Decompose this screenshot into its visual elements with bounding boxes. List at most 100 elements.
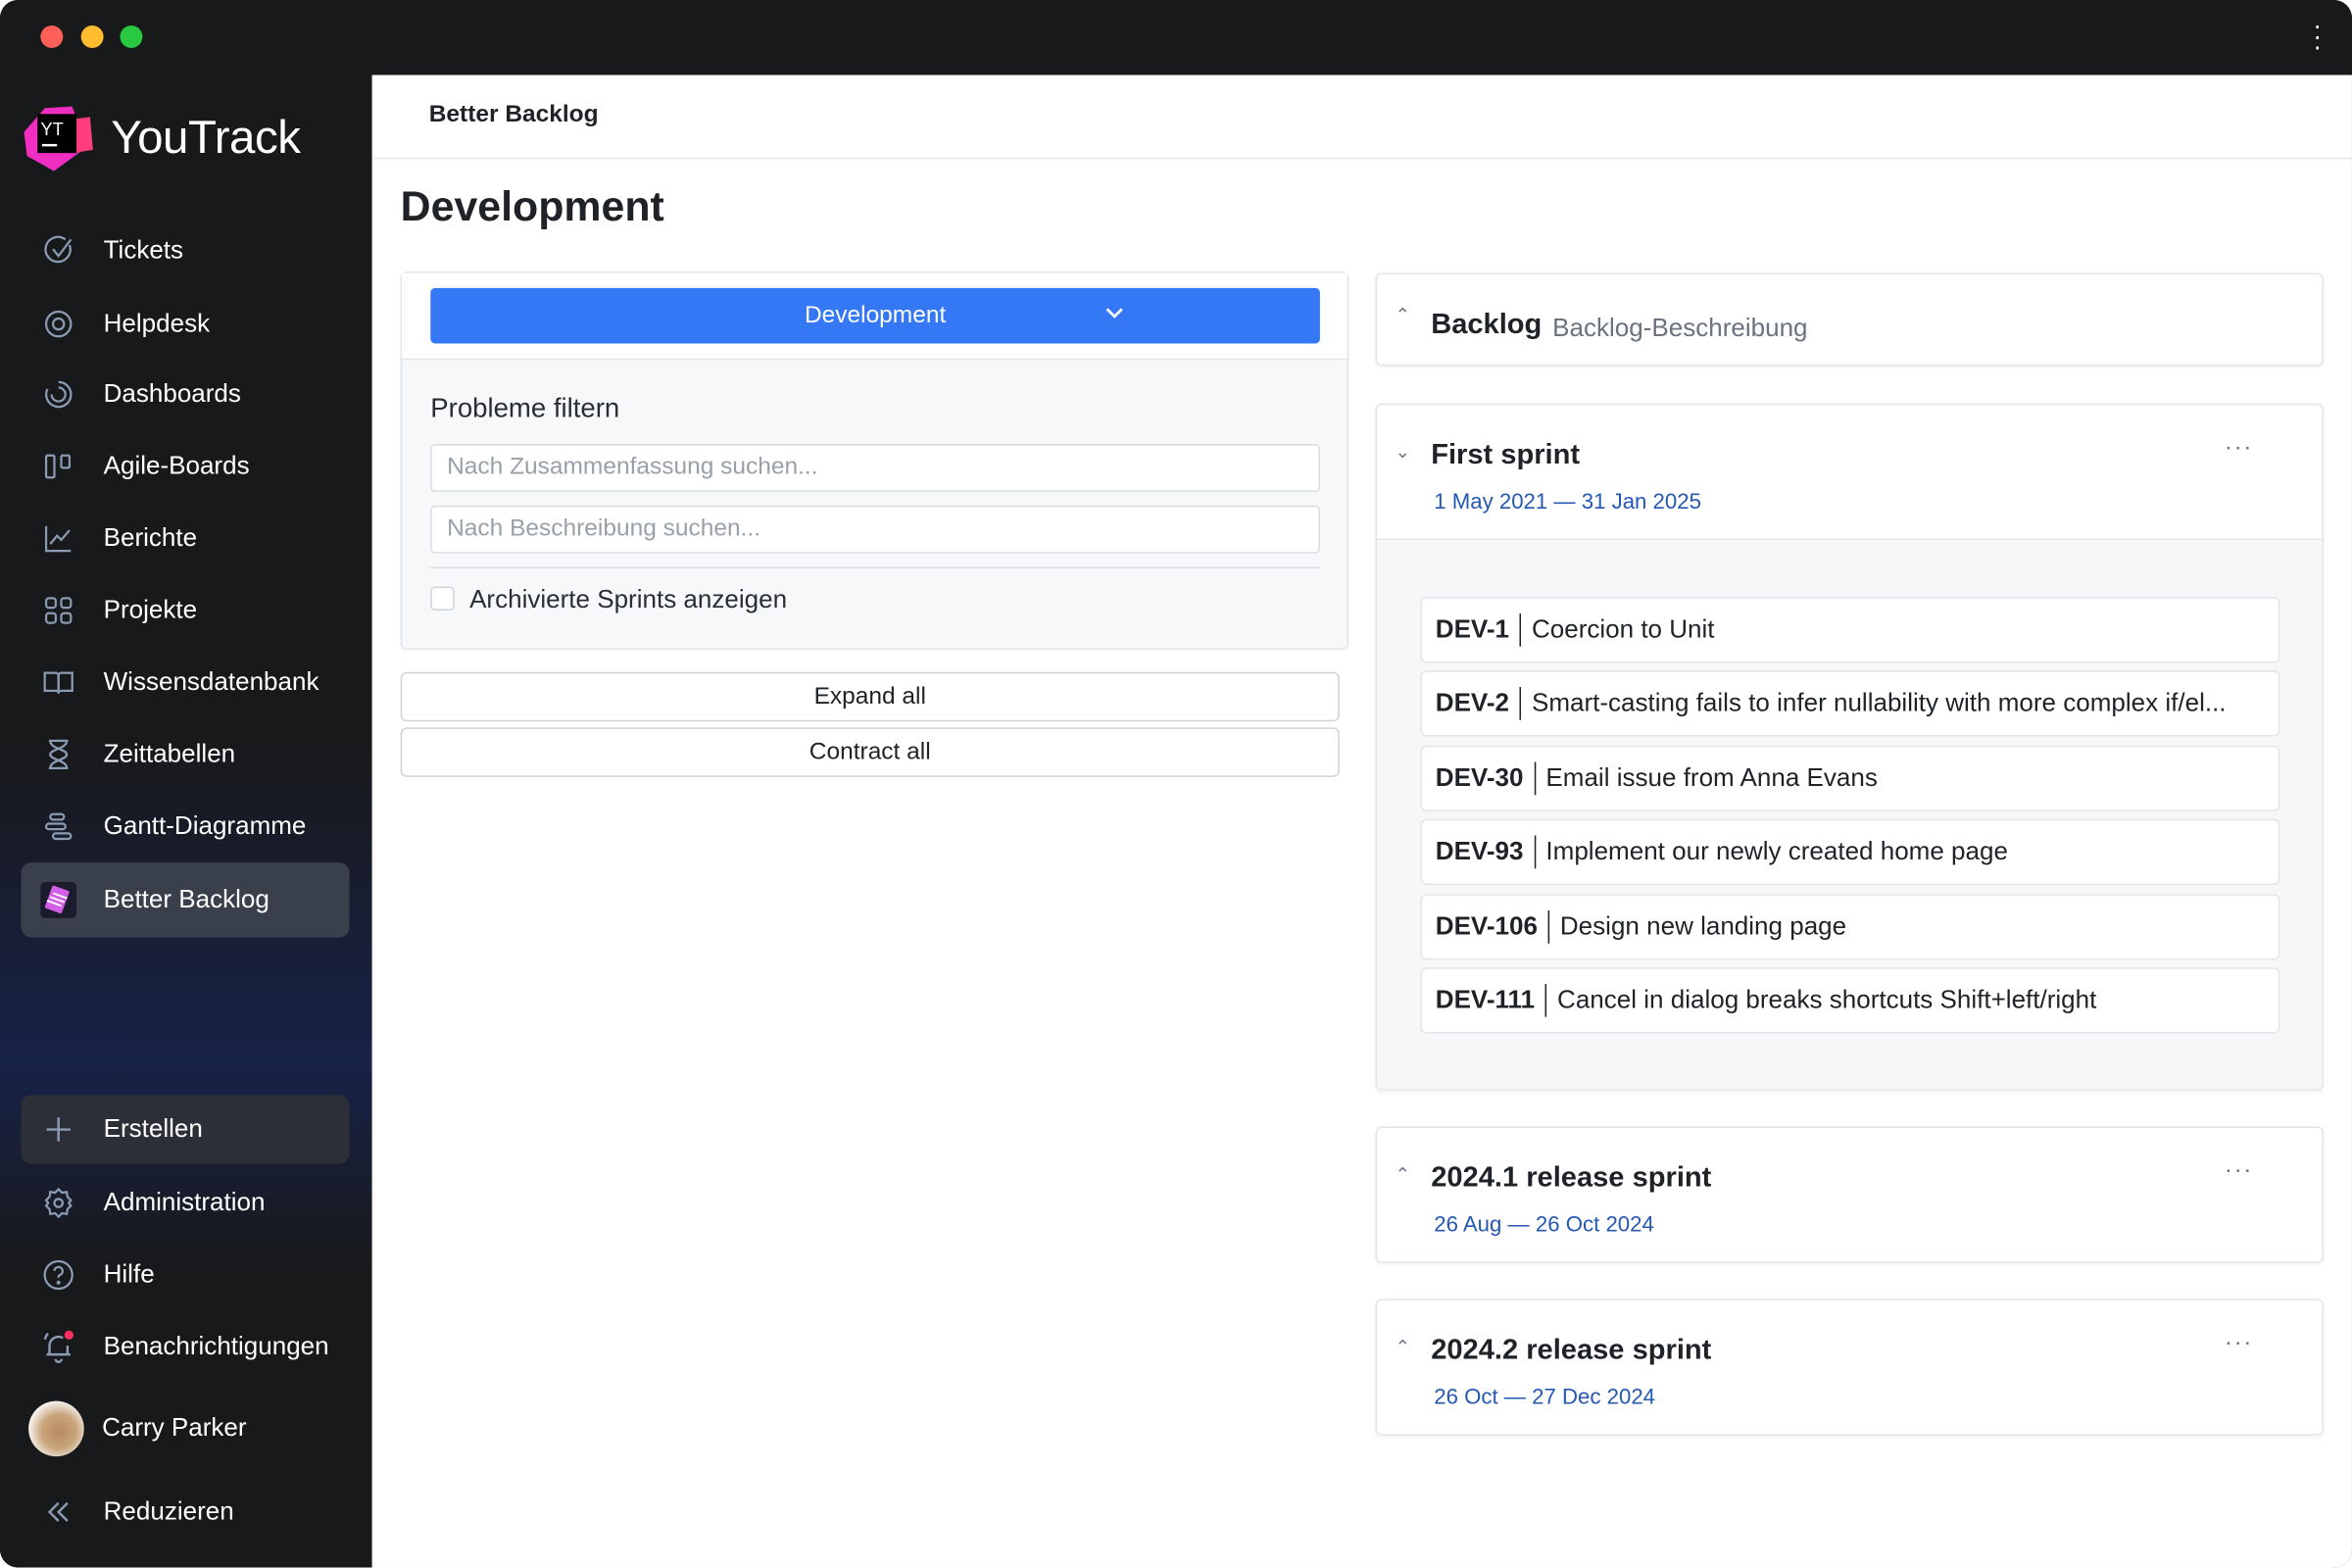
sidebar-item-label: Tickets: [103, 235, 184, 265]
issue-summary: Email issue from Anna Evans: [1545, 763, 1878, 793]
sidebar-item-label: Zeittabellen: [103, 739, 236, 768]
main-content: Better Backlog Development Development P…: [371, 74, 2352, 1568]
more-options-icon[interactable]: ···: [2224, 1157, 2253, 1184]
logo[interactable]: YT YouTrack: [21, 102, 301, 173]
sidebar-item-projekte[interactable]: Projekte: [21, 576, 349, 645]
backlog-title: Backlog: [1431, 309, 1543, 341]
issue-row[interactable]: DEV-106 Design new landing page: [1420, 894, 2280, 960]
filter-panel: Development Probleme filtern Archivierte…: [400, 271, 1349, 650]
app-icon: [39, 880, 78, 919]
chevron-up-icon[interactable]: ⌃: [1395, 1336, 1410, 1358]
sidebar-item-zeittabellen[interactable]: Zeittabellen: [21, 720, 349, 789]
backlog-description: Backlog-Beschreibung: [1552, 313, 1808, 342]
sidebar-item-hilfe[interactable]: Hilfe: [21, 1241, 349, 1309]
expand-all-button[interactable]: Expand all: [400, 671, 1340, 722]
issue-row[interactable]: DEV-1 Coercion to Unit: [1420, 597, 2280, 663]
summary-search-input[interactable]: [430, 444, 1320, 493]
backlog-card: ⌃ Backlog Backlog-Beschreibung: [1375, 272, 2324, 367]
sprint-dates: 26 Oct — 27 Dec 2024: [1434, 1386, 1656, 1410]
hourglass-icon: [39, 735, 78, 774]
description-search-input[interactable]: [430, 505, 1320, 554]
sidebar-item-agile-boards[interactable]: Agile-Boards: [21, 432, 349, 501]
page-title: Development: [400, 182, 664, 230]
sprint-title: 2024.1 release sprint: [1431, 1162, 1712, 1195]
sidebar-item-helpdesk[interactable]: Helpdesk: [21, 289, 349, 358]
lifebuoy-icon: [39, 305, 78, 344]
sidebar-item-gantt-diagramme[interactable]: Gantt-Diagramme: [21, 792, 349, 860]
sidebar-item-wissensdatenbank[interactable]: Wissensdatenbank: [21, 648, 349, 716]
issue-row[interactable]: DEV-111 Cancel in dialog breaks shortcuts…: [1420, 967, 2280, 1034]
issue-id[interactable]: DEV-111: [1435, 985, 1536, 1014]
avatar: [28, 1399, 84, 1456]
close-window-button[interactable]: [40, 25, 64, 48]
dashboard-icon: [39, 375, 78, 415]
sprint-card: ⌄ First sprint 1 May 2021 — 31 Jan 2025 …: [1375, 403, 2324, 1091]
gantt-icon: [39, 807, 78, 846]
sidebar-item-tickets[interactable]: Tickets: [21, 216, 349, 284]
user-name: Carry Parker: [102, 1412, 247, 1442]
breadcrumb[interactable]: Better Backlog: [428, 102, 599, 128]
archived-sprints-checkbox[interactable]: [430, 586, 455, 611]
issue-row[interactable]: DEV-30 Email issue from Anna Evans: [1420, 745, 2280, 812]
sidebar-item-label: Gantt-Diagramme: [103, 811, 307, 841]
sidebar-item-benachrichtigungen[interactable]: Benachrichtigungen: [21, 1312, 349, 1381]
sidebar-item-dashboards[interactable]: Dashboards: [21, 360, 349, 428]
sidebar-item-berichte[interactable]: Berichte: [21, 504, 349, 572]
chevron-up-icon[interactable]: ⌃: [1395, 1163, 1410, 1186]
maximize-window-button[interactable]: [120, 25, 143, 48]
sidebar-item-label: Reduzieren: [103, 1496, 234, 1526]
svg-text:YT: YT: [40, 119, 63, 139]
sidebar-item-label: Benachrichtigungen: [103, 1332, 329, 1361]
sidebar-item-label: Better Backlog: [103, 885, 270, 914]
project-selector-area: Development: [402, 272, 1348, 361]
sidebar: YT YouTrack Tickets Helpdesk Dashboards …: [0, 74, 372, 1568]
more-vertical-icon[interactable]: · · ·: [2313, 10, 2323, 62]
user-profile[interactable]: Carry Parker: [21, 1394, 349, 1462]
more-options-icon[interactable]: ···: [2224, 1330, 2253, 1356]
more-options-icon[interactable]: ···: [2224, 434, 2253, 461]
board-icon: [39, 447, 78, 486]
minimize-window-button[interactable]: [80, 25, 104, 48]
bell-icon: [39, 1328, 78, 1367]
issue-summary: Implement our newly created home page: [1545, 837, 2008, 866]
book-icon: [39, 663, 78, 703]
project-dropdown-label: Development: [804, 302, 947, 328]
filter-title: Probleme filtern: [430, 393, 620, 423]
chevron-down-icon: [1104, 303, 1125, 331]
archived-sprints-label[interactable]: Archivierte Sprints anzeigen: [469, 584, 788, 614]
project-dropdown[interactable]: Development: [430, 287, 1320, 344]
sidebar-item-label: Berichte: [103, 523, 198, 553]
sprint-title: First sprint: [1431, 439, 1581, 471]
create-button[interactable]: Erstellen: [21, 1095, 350, 1164]
create-label: Erstellen: [103, 1114, 203, 1144]
sidebar-item-label: Projekte: [103, 595, 198, 624]
sidebar-item-label: Dashboards: [103, 379, 241, 409]
sprint-card: ⌃ 2024.2 release sprint 26 Oct — 27 Dec …: [1375, 1298, 2324, 1436]
double-chevron-left-icon: [39, 1493, 78, 1532]
sidebar-item-label: Hilfe: [103, 1259, 155, 1289]
sidebar-item-label: Administration: [103, 1188, 266, 1217]
issue-row[interactable]: DEV-93 Implement our newly created home p…: [1420, 818, 2280, 886]
issue-id[interactable]: DEV-106: [1435, 911, 1538, 941]
youtrack-logo-icon: YT: [21, 102, 93, 173]
contract-all-button[interactable]: Contract all: [400, 727, 1340, 777]
chevron-up-icon[interactable]: ⌃: [1395, 304, 1410, 326]
issue-id[interactable]: DEV-2: [1435, 688, 1509, 717]
issue-id[interactable]: DEV-1: [1435, 614, 1509, 644]
issue-summary: Smart-casting fails to infer nullability…: [1531, 688, 2227, 717]
issue-row[interactable]: DEV-2 Smart-casting fails to infer nullab…: [1420, 670, 2280, 737]
plus-icon: [39, 1110, 78, 1150]
sidebar-item-administration[interactable]: Administration: [21, 1168, 349, 1237]
divider: [430, 566, 1320, 569]
help-icon: [39, 1255, 78, 1295]
issue-id[interactable]: DEV-93: [1435, 837, 1524, 866]
sidebar-item-better-backlog[interactable]: Better Backlog: [21, 862, 350, 938]
issue-summary: Cancel in dialog breaks shortcuts Shift+…: [1557, 985, 2097, 1014]
app-name: YouTrack: [111, 111, 301, 164]
issue-id[interactable]: DEV-30: [1435, 763, 1524, 793]
collapse-sidebar-button[interactable]: Reduzieren: [21, 1478, 349, 1546]
sprint-dates: 26 Aug — 26 Oct 2024: [1434, 1213, 1654, 1238]
sprint-issue-list: DEV-1 Coercion to Unit DEV-2 Smart-casting…: [1377, 538, 2323, 1090]
chevron-down-icon[interactable]: ⌄: [1395, 440, 1410, 463]
